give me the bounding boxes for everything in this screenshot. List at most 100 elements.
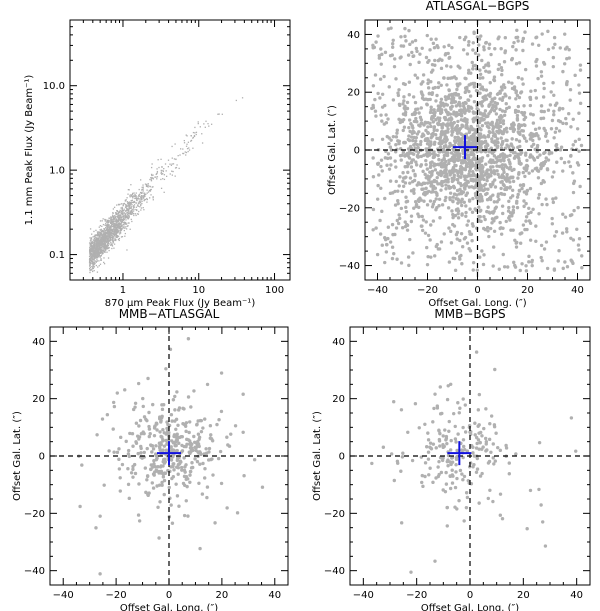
scatter-point xyxy=(241,430,245,435)
scatter-point xyxy=(149,443,153,447)
scatter-point xyxy=(137,424,141,428)
scatter-point xyxy=(487,70,491,74)
scatter-point xyxy=(408,176,413,180)
scatter-point xyxy=(419,106,423,110)
scatter-point xyxy=(529,89,533,93)
scatter-point xyxy=(132,197,134,199)
scatter-point xyxy=(133,201,136,203)
scatter-point xyxy=(165,441,169,445)
scatter-point xyxy=(172,441,177,445)
scatter-point xyxy=(437,81,441,85)
scatter-point xyxy=(498,107,502,112)
scatter-point xyxy=(444,144,448,148)
scatter-point xyxy=(392,478,397,483)
x-tick-label: 100 xyxy=(265,285,284,296)
scatter-point xyxy=(396,201,400,206)
scatter-point xyxy=(139,202,141,204)
scatter-point xyxy=(405,222,409,227)
scatter-point xyxy=(510,143,514,148)
scatter-point xyxy=(96,239,99,242)
scatter-point xyxy=(184,421,189,425)
scatter-point xyxy=(539,70,544,74)
scatter-point xyxy=(373,73,378,77)
scatter-point xyxy=(552,113,556,117)
scatter-point xyxy=(471,157,475,161)
scatter-point xyxy=(106,227,108,229)
scatter-point xyxy=(154,176,156,178)
scatter-point xyxy=(110,244,112,246)
scatter-point xyxy=(97,247,99,249)
scatter-point xyxy=(412,191,416,195)
scatter-point xyxy=(191,465,195,470)
scatter-point xyxy=(555,146,559,151)
scatter-point xyxy=(104,236,106,238)
scatter-point xyxy=(461,438,466,442)
scatter-point xyxy=(96,244,98,246)
scatter-point xyxy=(165,175,168,178)
scatter-point xyxy=(451,212,455,217)
scatter-point xyxy=(521,183,526,188)
scatter-point xyxy=(502,60,507,64)
scatter-point xyxy=(423,172,427,177)
scatter-point xyxy=(211,473,215,477)
scatter-point xyxy=(92,261,95,263)
scatter-point xyxy=(109,221,111,223)
scatter-point xyxy=(438,431,442,436)
scatter-point xyxy=(484,146,489,151)
scatter-point xyxy=(463,111,467,115)
scatter-point xyxy=(108,224,110,226)
scatter-point xyxy=(384,242,389,247)
scatter-point xyxy=(522,166,526,170)
scatter-point xyxy=(99,256,101,258)
scatter-point xyxy=(90,237,93,239)
scatter-point xyxy=(169,163,171,165)
scatter-point xyxy=(483,182,488,186)
scatter-point xyxy=(103,246,105,248)
scatter-point xyxy=(403,104,407,108)
scatter-point xyxy=(577,91,582,95)
scatter-point xyxy=(524,151,528,155)
scatter-point xyxy=(469,106,474,110)
scatter-point xyxy=(451,98,456,103)
scatter-point xyxy=(102,242,104,245)
scatter-point xyxy=(106,230,109,233)
scatter-point xyxy=(479,128,483,132)
scatter-point xyxy=(453,505,457,509)
x-tick-label: 40 xyxy=(570,590,583,601)
scatter-point xyxy=(454,440,458,444)
scatter-point xyxy=(412,130,416,135)
scatter-point xyxy=(201,133,203,135)
scatter-point xyxy=(107,219,109,221)
scatter-point xyxy=(100,228,102,231)
scatter-point xyxy=(151,447,156,451)
scatter-point xyxy=(542,109,546,114)
scatter-point xyxy=(458,82,462,86)
scatter-point xyxy=(483,139,488,143)
scatter-point xyxy=(418,124,422,128)
y-tick-label: 20 xyxy=(347,88,360,99)
scatter-point xyxy=(395,131,399,135)
scatter-point xyxy=(111,218,114,220)
scatter-point xyxy=(182,407,186,411)
scatter-point xyxy=(528,133,532,137)
scatter-point xyxy=(469,135,473,139)
scatter-point xyxy=(417,111,421,115)
scatter-point xyxy=(115,233,117,235)
scatter-point xyxy=(500,109,505,113)
scatter-point xyxy=(174,167,177,169)
scatter-point xyxy=(143,194,146,196)
scatter-point xyxy=(552,170,556,174)
scatter-point xyxy=(390,222,395,227)
scatter-point xyxy=(219,409,224,414)
scatter-point xyxy=(467,130,471,135)
scatter-point xyxy=(414,116,418,121)
scatter-point xyxy=(97,254,99,256)
scatter-point xyxy=(515,113,520,118)
scatter-point xyxy=(493,216,498,220)
scatter-point xyxy=(113,226,115,228)
scatter-point xyxy=(429,80,433,84)
scatter-point xyxy=(559,156,563,161)
scatter-point xyxy=(528,103,533,108)
scatter-point xyxy=(96,239,98,241)
scatter-point xyxy=(162,478,167,483)
